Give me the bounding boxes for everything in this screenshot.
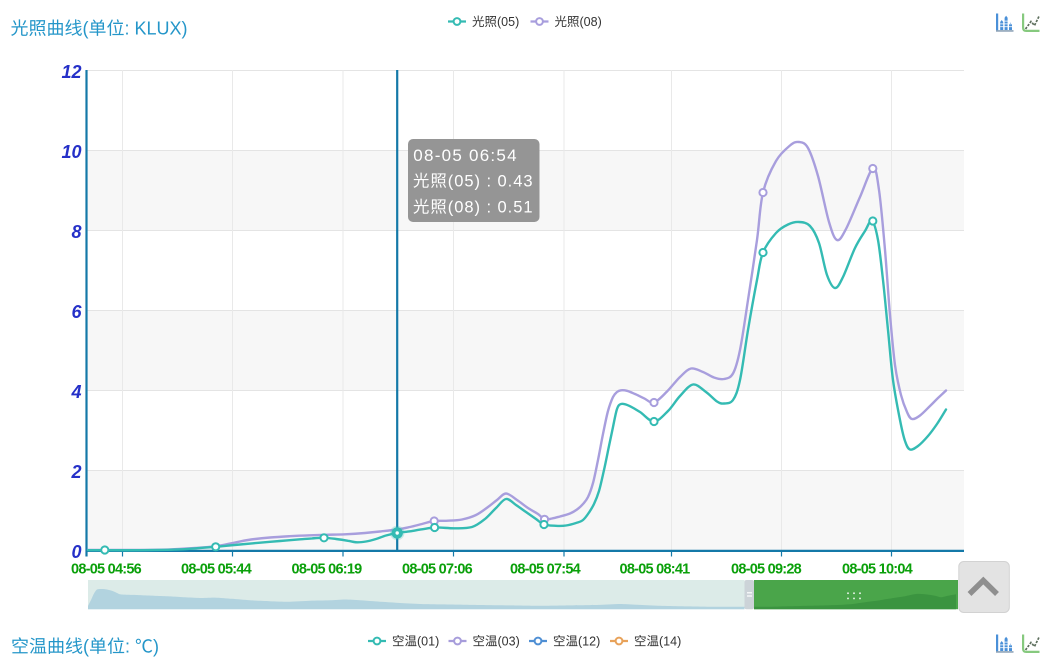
svg-text:(05): (05) <box>497 15 519 29</box>
svg-text:8: 8 <box>71 222 81 242</box>
svg-text:(: ( <box>83 637 89 657</box>
svg-text:(08) : 0.51: (08) : 0.51 <box>448 199 534 217</box>
svg-text:08-05 07:54: 08-05 07:54 <box>510 562 581 578</box>
svg-text:(14): (14) <box>659 635 681 649</box>
svg-text::: : <box>125 637 130 657</box>
svg-text:(01): (01) <box>417 635 439 649</box>
svg-text:(: ( <box>83 19 89 39</box>
svg-text:08-05 06:19: 08-05 06:19 <box>292 562 363 578</box>
svg-text:(03): (03) <box>498 635 520 649</box>
svg-text:(05) : 0.43: (05) : 0.43 <box>448 173 534 191</box>
svg-text:(08): (08) <box>580 15 602 29</box>
svg-text:08-05 07:06: 08-05 07:06 <box>402 562 473 578</box>
svg-text:0: 0 <box>71 542 81 562</box>
svg-text:(12): (12) <box>578 635 600 649</box>
svg-text:08-05 08:41: 08-05 08:41 <box>620 562 691 578</box>
svg-text:: KLUX): : KLUX) <box>125 19 188 39</box>
svg-text:08-05 04:56: 08-05 04:56 <box>71 562 142 578</box>
svg-text:2: 2 <box>70 462 81 482</box>
svg-text:08-05 10:04: 08-05 10:04 <box>842 562 913 578</box>
svg-text:08-05 05:44: 08-05 05:44 <box>181 562 252 578</box>
svg-text:12: 12 <box>61 62 81 82</box>
svg-text:10: 10 <box>61 142 81 162</box>
svg-text:08-05 06:54: 08-05 06:54 <box>413 146 518 165</box>
svg-text:4: 4 <box>70 382 81 402</box>
svg-text:6: 6 <box>71 302 82 322</box>
svg-text:): ) <box>153 637 159 657</box>
svg-text:08-05 09:28: 08-05 09:28 <box>731 562 802 578</box>
